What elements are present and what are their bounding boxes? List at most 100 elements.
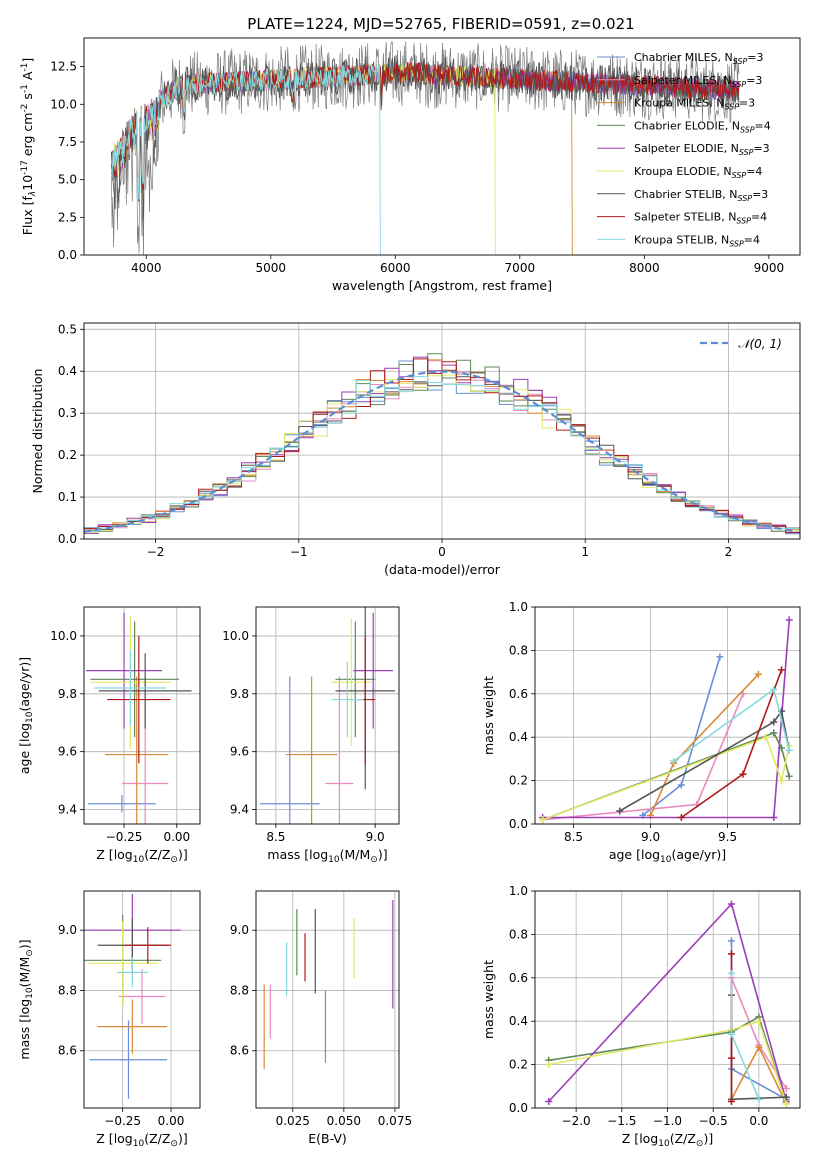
x-tick-label: −1.0 — [653, 1114, 682, 1128]
series-line — [542, 736, 790, 821]
data-point-marker — [778, 666, 786, 674]
plot-area — [84, 894, 181, 1099]
x-tick-label: −1.5 — [607, 1114, 636, 1128]
legend-entry: Kroupa ELODIE, NSSP=4 — [634, 165, 762, 180]
x-tick-label: 9.0 — [641, 830, 660, 844]
x-tick-label: 9.0 — [366, 830, 385, 844]
y-tick-label: 9.4 — [230, 803, 249, 817]
y-tick-label: 10.0 — [50, 629, 77, 643]
axes-frame — [255, 606, 400, 825]
y-tick-label: 0.0 — [58, 532, 77, 546]
point-salpeter-elodie — [86, 612, 163, 729]
point-chabrier-miles — [89, 1020, 168, 1099]
data-point-marker — [670, 757, 678, 765]
histogram-chabrier-stelib — [84, 370, 800, 530]
series-line — [680, 669, 783, 819]
data-point-marker — [785, 746, 793, 754]
point-kroupa-miles — [97, 999, 168, 1054]
y-tick-label: 9.0 — [58, 923, 77, 937]
plot-area — [110, 41, 740, 255]
x-tick-label: 0.00 — [158, 1114, 185, 1128]
x-tick-label: 6000 — [380, 261, 411, 275]
x-tick-label: 7000 — [505, 261, 536, 275]
point-kroupa-miles — [285, 676, 338, 824]
data-point-marker — [762, 733, 770, 741]
x-axis-label: Z [log10(Z/Z⊙)] — [622, 1131, 713, 1149]
y-tick-label: 0.0 — [58, 248, 77, 262]
chart-mass-vs-Z: −0.25 0.00 8.6 8.8 9.0 Z [log10(Z/Z⊙)] mass [l… — [17, 890, 201, 1149]
point-kroupa-elodie — [87, 921, 158, 1006]
y-tick-label: 0.2 — [509, 1058, 528, 1072]
x-axis-label: (data-model)/error — [384, 562, 501, 577]
point-kroupa-stelib — [331, 661, 364, 738]
legend-entry: Salpeter MILES, NSSP=3 — [634, 74, 762, 89]
y-tick-label: 9.0 — [230, 923, 249, 937]
legend-entry: Chabrier MILES, NSSP=3 — [634, 51, 764, 66]
x-tick-label: 0 — [438, 545, 446, 559]
data-point-marker — [782, 1100, 790, 1108]
x-axis-label: E(B-V) — [308, 1131, 347, 1146]
data-point-marker — [770, 718, 778, 726]
plot-area — [539, 616, 793, 824]
y-tick-label: 1.0 — [509, 884, 528, 898]
data-point-marker — [727, 1097, 735, 1105]
series-kroupa-elodie — [545, 1017, 790, 1108]
legend-entry: Chabrier ELODIE, NSSP=4 — [634, 119, 771, 134]
chart-age-vs-Z: −0.25 0.00 9.4 9.6 9.8 10.0 Z [log10(Z/Z⊙)] age… — [17, 606, 201, 865]
point-salpeter-elodie — [353, 612, 394, 729]
axes-frame — [83, 37, 801, 256]
y-tick-label: 7.5 — [58, 135, 77, 149]
y-tick-label: 10.0 — [50, 97, 77, 111]
x-axis-label: Z [log10(Z/Z⊙)] — [96, 1131, 187, 1149]
series-kroupa-stelib — [670, 685, 793, 765]
y-tick-label: 0.8 — [509, 643, 528, 657]
y-axis-label: mass weight — [481, 676, 496, 755]
x-tick-label: 9.5 — [718, 830, 737, 844]
chart-mass-vs-ebv: 0.025 0.050 0.075 8.6 8.8 9.0 E(B-V) — [230, 890, 412, 1146]
legend-entry: Kroupa MILES, NSSP=3 — [634, 97, 755, 112]
plot-area — [86, 612, 192, 824]
legend-entry: Chabrier STELIB, NSSP=3 — [634, 188, 768, 203]
y-tick-label: 0.6 — [509, 971, 528, 985]
axes-frame — [83, 890, 201, 1109]
x-tick-label: −0.25 — [104, 1114, 141, 1128]
series-line — [548, 1020, 788, 1104]
point-chabrier-miles — [88, 795, 156, 813]
data-point-marker — [545, 1061, 553, 1069]
plot-area — [259, 607, 396, 824]
point-kroupa-elodie — [331, 618, 372, 746]
legend-entry: Kroupa STELIB, NSSP=4 — [634, 233, 760, 248]
y-tick-label: 0.8 — [509, 927, 528, 941]
data-point-marker — [782, 1093, 790, 1101]
data-point-marker — [716, 653, 724, 661]
x-tick-label: 0.00 — [163, 830, 190, 844]
point-kroupa-stelib — [94, 650, 167, 726]
data-point-marker — [727, 969, 735, 977]
data-point-marker — [782, 1084, 790, 1092]
series-kroupa-stelib — [110, 63, 381, 255]
y-tick-label: 8.8 — [230, 983, 249, 997]
y-tick-label: 9.8 — [230, 687, 249, 701]
data-point-marker — [785, 616, 793, 624]
axes-frame — [255, 890, 400, 1109]
data-point-marker — [677, 781, 685, 789]
axes-frame — [534, 890, 801, 1109]
y-axis-label: Flux [fλ10-17 erg cm-2 s-1 A-1] — [20, 58, 38, 236]
point-chabrier-elodie — [335, 621, 376, 738]
y-tick-label: 2.5 — [58, 210, 77, 224]
x-tick-label: 2 — [725, 545, 733, 559]
y-tick-label: 0.4 — [509, 730, 528, 744]
x-tick-label: 4000 — [131, 261, 162, 275]
y-axis-label: Normed distribution — [30, 369, 45, 494]
x-tick-label: −0.25 — [106, 830, 143, 844]
legend-entry: 𝒩(0, 1) — [738, 337, 782, 351]
series-kroupa-stelib — [727, 969, 763, 1103]
point-chabrier-stelib — [98, 653, 192, 729]
point-kroupa-stelib — [116, 957, 148, 988]
chart-age-vs-mass: 8.5 9.0 9.4 9.6 9.8 10.0 mass [log10(M/M⊙)] — [222, 606, 400, 865]
y-tick-label: 0.2 — [509, 774, 528, 788]
x-tick-label: 8.5 — [266, 830, 285, 844]
data-point-marker — [770, 729, 778, 737]
y-tick-label: 9.4 — [58, 803, 77, 817]
